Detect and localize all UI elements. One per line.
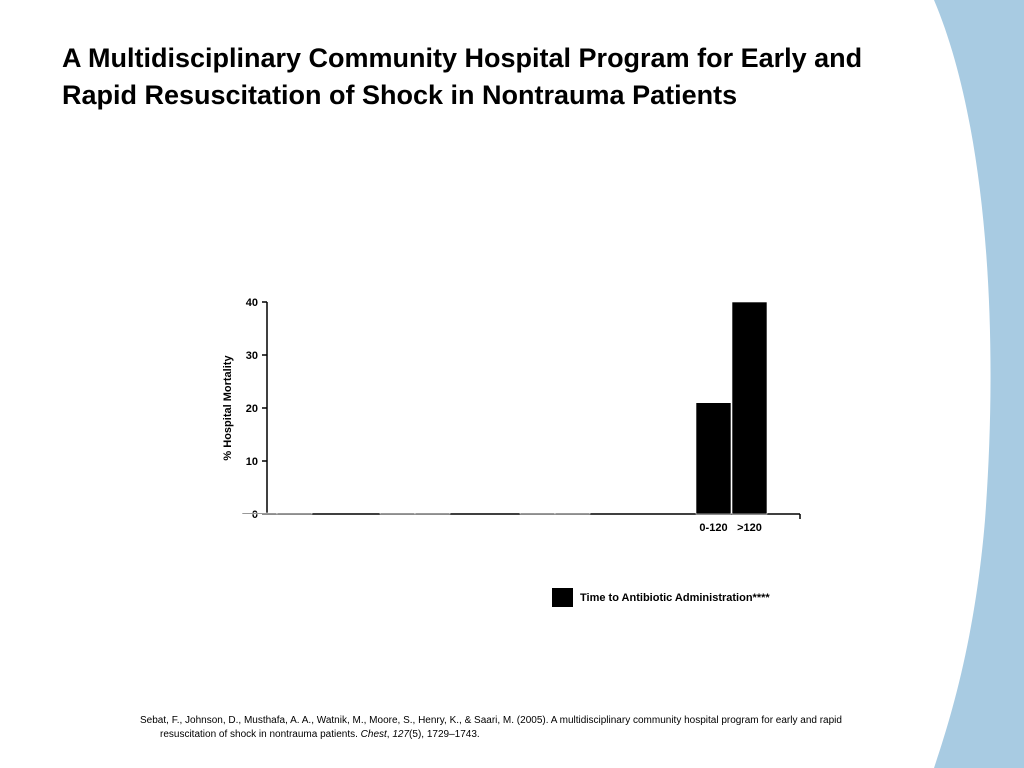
bar [695, 402, 732, 515]
bar [241, 512, 278, 515]
bar [731, 301, 768, 515]
bar [554, 512, 591, 515]
y-tick-label: 30 [246, 350, 258, 362]
legend-label: Time to Antibiotic Administration**** [580, 592, 770, 604]
y-tick-label: 10 [246, 456, 258, 468]
bar [519, 512, 556, 515]
y-tick-label: 0 [252, 509, 258, 521]
x-category-label: >120 [737, 522, 762, 534]
side-band-shape [934, 0, 1024, 768]
bar [379, 512, 416, 515]
citation-separator: , [386, 729, 393, 740]
x-category-label: 0-120 [699, 522, 727, 534]
bar [414, 512, 451, 515]
y-axis-label: % Hospital Mortality [222, 355, 234, 461]
citation-volume: 127 [392, 729, 410, 740]
legend-swatch [552, 588, 573, 607]
citation-journal: Chest [360, 729, 387, 740]
citation-text: Sebat, F., Johnson, D., Musthafa, A. A.,… [140, 715, 842, 740]
y-tick-label: 20 [246, 403, 258, 415]
mortality-bar-chart: 0 10 20 30 40 % Hospital Mortality 0-120 >120 Ti… [222, 297, 801, 607]
citation: Sebat, F., Johnson, D., Musthafa, A. A.,… [140, 714, 900, 742]
y-tick-label: 40 [246, 297, 258, 309]
slide-title: A Multidisciplinary Community Hospital P… [62, 43, 863, 110]
bar [276, 512, 313, 515]
citation-pages: (5), 1729–1743. [409, 729, 480, 740]
